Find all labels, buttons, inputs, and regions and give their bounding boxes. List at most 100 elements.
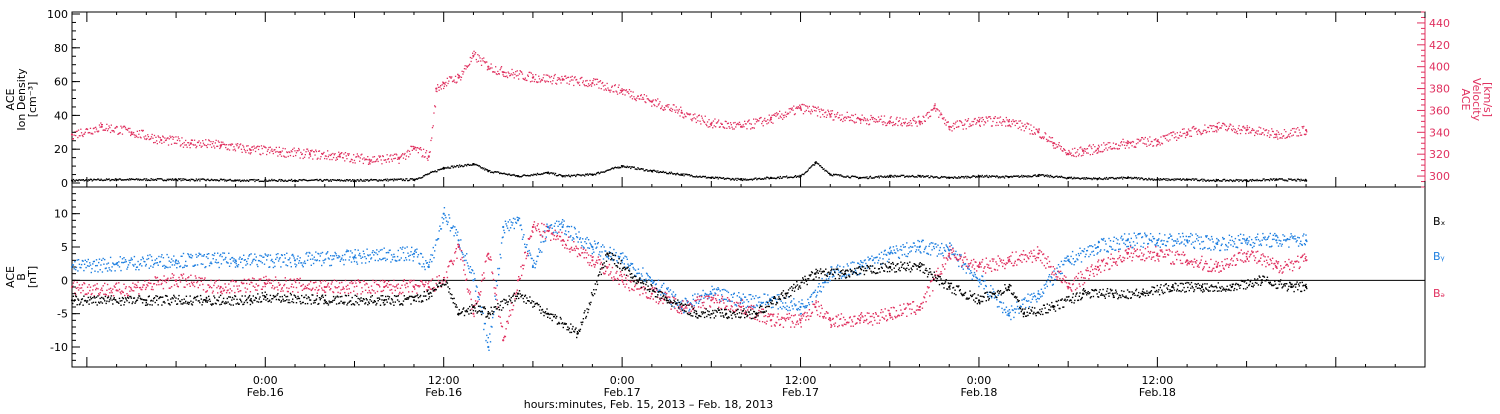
ion-density-series-point <box>740 179 742 181</box>
bz-series-point <box>591 259 593 261</box>
bx-series-point <box>1231 286 1233 288</box>
velocity-series-point <box>978 120 980 122</box>
by-series-point <box>1067 259 1069 261</box>
ion-density-series-point <box>591 174 593 176</box>
by-series-point <box>799 306 801 308</box>
legend-entry: Bₓ <box>1433 215 1446 228</box>
bx-series-point <box>755 313 757 315</box>
by-series-point <box>562 226 564 228</box>
ytick-label-left-top: 0 <box>61 177 68 190</box>
bz-series-point <box>383 286 385 288</box>
by-series-point <box>1097 246 1099 248</box>
bx-series-point <box>1008 286 1010 288</box>
velocity-series-point <box>368 159 370 161</box>
velocity-series-point <box>279 151 281 153</box>
velocity-series-point <box>443 82 445 84</box>
bx-series-point <box>844 273 846 275</box>
xtick-date-label: Feb.18 <box>1139 386 1176 399</box>
bx-series-point <box>918 266 920 268</box>
bz-series-point <box>1246 253 1248 255</box>
bz-series-point <box>1037 253 1039 255</box>
bx-series-point <box>487 313 489 315</box>
ion-density-series-point <box>1067 177 1069 179</box>
ion-density-series-point <box>1127 177 1129 179</box>
velocity-series-point <box>1037 131 1039 133</box>
bz-series-point <box>413 286 415 288</box>
bx-series-point <box>1023 313 1025 315</box>
by-series-point <box>428 266 430 268</box>
velocity-series-point <box>799 107 801 109</box>
bx-series-point <box>1171 286 1173 288</box>
velocity-series-point <box>562 79 564 81</box>
ion-density-series-point <box>547 172 549 174</box>
by-series-point <box>889 253 891 255</box>
velocity-series-point <box>1246 129 1248 131</box>
bz-series-point <box>740 306 742 308</box>
bz-series-point <box>681 306 683 308</box>
ion-density-series-point <box>978 175 980 177</box>
by-series-point <box>1216 243 1218 245</box>
by-series-point <box>710 293 712 295</box>
ion-density-series-point <box>517 175 519 177</box>
velocity-series-point <box>948 126 950 128</box>
bz-series-point <box>1127 253 1129 255</box>
bz-series-point <box>502 339 504 341</box>
velocity-series-point <box>1008 120 1010 122</box>
ytick-label-bottom: -5 <box>57 308 68 321</box>
bx-series-point <box>324 299 326 301</box>
bz-series-point <box>918 306 920 308</box>
velocity-series-point <box>160 139 162 141</box>
velocity-series-point <box>651 101 653 103</box>
ion-density-series-point <box>889 175 891 177</box>
bz-series-point <box>116 289 118 291</box>
ytick-label-bottom: 5 <box>61 241 68 254</box>
bz-series-point <box>458 246 460 248</box>
bz-series-point <box>1275 266 1277 268</box>
xtick-date-label: Feb.16 <box>247 386 284 399</box>
ytick-label-bottom: -10 <box>50 341 68 354</box>
velocity-series-point <box>1052 142 1054 144</box>
ion-density-series-point <box>859 177 861 179</box>
bx-series-point <box>1305 286 1307 288</box>
ytick-label-left-top: 80 <box>54 42 68 55</box>
ytick-label-right-top: 340 <box>1429 126 1450 139</box>
bz-series-point <box>829 319 831 321</box>
bz-series-point <box>428 286 430 288</box>
ion-density-series-point <box>651 170 653 172</box>
xtick-date-label: Feb.18 <box>960 386 997 399</box>
ylabel-bottom-line: [nT] <box>26 266 39 288</box>
ion-density-series-point <box>562 175 564 177</box>
velocity-series-point <box>101 126 103 128</box>
bx-series-point <box>413 299 415 301</box>
bx-series-point <box>978 299 980 301</box>
bx-series-point <box>785 293 787 295</box>
velocity-series-point <box>889 120 891 122</box>
ion-density-series-point <box>443 167 445 169</box>
xtick-date-label: Feb.16 <box>425 386 462 399</box>
ytick-label-right-top: 300 <box>1429 170 1450 183</box>
bz-series-point <box>814 306 816 308</box>
x-axis-title: hours:minutes, Feb. 15, 2013 – Feb. 18, … <box>524 398 774 410</box>
velocity-series-point <box>829 114 831 116</box>
bx-series-point <box>889 266 891 268</box>
ion-density-series-point <box>1186 179 1188 181</box>
by-series-point <box>591 246 593 248</box>
bx-series-point <box>517 293 519 295</box>
bx-series-point <box>1201 286 1203 288</box>
ytick-label-left-top: 100 <box>47 8 68 21</box>
by-series-point <box>517 219 519 221</box>
by-series-point <box>175 259 177 261</box>
velocity-series-point <box>130 131 132 133</box>
by-series-point <box>413 253 415 255</box>
velocity-series-point <box>472 55 474 57</box>
bz-series-point <box>651 293 653 295</box>
bx-series-point <box>1052 306 1054 308</box>
bz-series-point <box>978 266 980 268</box>
velocity-series-point <box>435 88 437 90</box>
velocity-series-point <box>1097 148 1099 150</box>
bz-series-point <box>889 313 891 315</box>
ion-density-series-point <box>1008 176 1010 178</box>
ytick-label-right-top: 360 <box>1429 104 1450 117</box>
ion-density-series-point <box>116 179 118 181</box>
bz-series-point <box>1097 266 1099 268</box>
